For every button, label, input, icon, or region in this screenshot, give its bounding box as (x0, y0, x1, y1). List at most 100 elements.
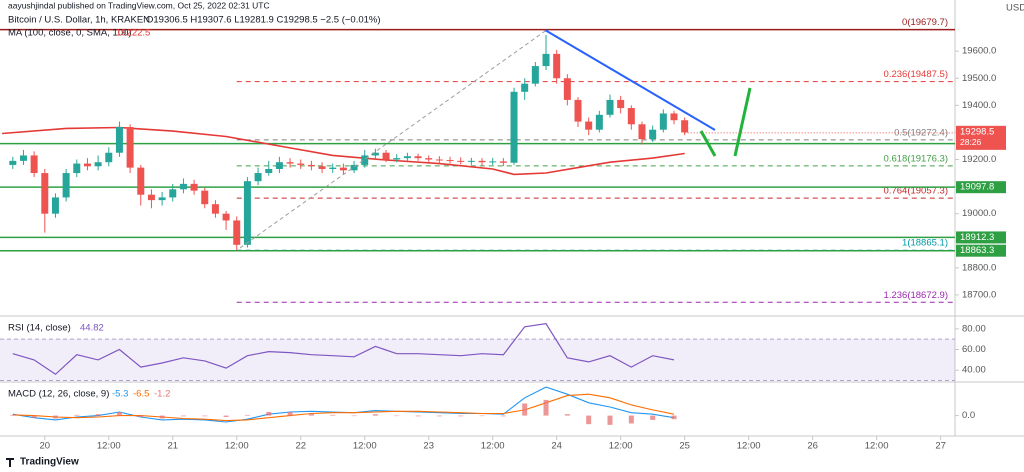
x-tick-label: 26 (807, 441, 818, 452)
macd-histogram-bar (31, 415, 37, 418)
candle-body (457, 160, 465, 162)
candle-body (254, 173, 262, 182)
candle-body (222, 213, 230, 221)
candle-body (275, 162, 283, 169)
y-tick-label: 19000.0 (962, 208, 996, 219)
candle-body (627, 108, 635, 125)
macd-histogram-bar (586, 415, 592, 425)
trend-line (544, 29, 716, 131)
arrow-drawing (699, 130, 717, 157)
candle-body (265, 168, 273, 174)
candle-body (243, 181, 251, 245)
macd-histogram-bar (287, 412, 293, 416)
fib-label: 0(19679.7) (902, 17, 948, 28)
y-tick-label: 19500.0 (962, 73, 996, 84)
macd-histogram-bar (116, 412, 122, 416)
candle-body (659, 113, 667, 130)
candle-body (531, 66, 539, 84)
macd-histogram-bar (159, 415, 165, 419)
level-tag (956, 244, 1006, 257)
level-tag-label: 18863.3 (960, 245, 994, 256)
candle-body (158, 197, 166, 201)
macd-histogram-bar (394, 415, 400, 417)
candle-body (94, 162, 102, 167)
candle-body (521, 83, 529, 92)
fib-label: 0.236(19487.5) (884, 69, 948, 80)
histogram-value: -1.2 (154, 389, 170, 400)
y-tick-label: 19200.0 (962, 154, 996, 165)
candle-body (638, 124, 646, 140)
candle-body (286, 162, 294, 164)
candle-body (83, 163, 91, 167)
signal-value: -6.5 (133, 389, 149, 400)
macd-tick-label: 0.0 (962, 410, 975, 421)
macd-histogram-bar (458, 415, 464, 417)
publisher: aayushjindal published on TradingView.co… (8, 0, 270, 10)
fib-label: 0.618(19176.3) (884, 153, 948, 164)
candle-body (649, 129, 657, 140)
candle-body (393, 158, 401, 160)
candle-body (297, 163, 305, 165)
candle-body (62, 173, 70, 198)
macd-histogram-bar (500, 415, 506, 417)
candle-body (425, 158, 433, 160)
macd-histogram-bar (564, 414, 570, 416)
candle-body (169, 189, 177, 198)
candle-body (382, 152, 390, 160)
candle-body (147, 194, 155, 201)
macd-histogram-bar (479, 415, 485, 417)
level-tag-label: 19097.8 (960, 182, 994, 193)
last-price-label: 19298.5 (960, 126, 994, 137)
candle-body (30, 155, 38, 174)
macd-histogram-bar (202, 415, 208, 417)
x-tick-label: 12:00 (481, 441, 505, 452)
rsi-tick-label: 80.00 (962, 323, 986, 334)
macd-line (12, 393, 675, 422)
countdown: 28:26 (960, 137, 982, 147)
macd-histogram-bar (10, 414, 16, 416)
candle-body (542, 53, 550, 67)
candle-body (585, 121, 593, 130)
x-tick-label: 12:00 (865, 441, 889, 452)
macd-histogram-bar (607, 415, 613, 425)
ma-value: 19222.5 (116, 28, 150, 39)
macd-histogram-bar (138, 415, 144, 418)
candle-body (489, 161, 497, 163)
y-tick-label: 19600.0 (962, 46, 996, 57)
candle-body (137, 167, 145, 195)
candle-body (41, 173, 49, 214)
macd-histogram-bar (52, 415, 58, 419)
candle-body (211, 204, 219, 214)
ma-legend: MA (100, close, 0, SMA, 100) (8, 28, 132, 39)
symbol-title: Bitcoin / U.S. Dollar, 1h, KRAKEN (8, 15, 150, 26)
candle-body (414, 156, 422, 159)
rsi-band (0, 339, 955, 381)
arrow-drawing (733, 87, 752, 157)
currency: USD (1006, 3, 1024, 14)
x-tick-label: 22 (295, 441, 306, 452)
y-tick-label: 18800.0 (962, 262, 996, 273)
candle-body (190, 183, 198, 191)
candle-body (446, 160, 454, 162)
candle-body (201, 190, 209, 205)
macd-histogram-bar (522, 403, 528, 416)
candle-body (51, 197, 59, 214)
level-tag-label: 18912.3 (960, 232, 994, 243)
macd-histogram-bar (74, 414, 80, 416)
rsi-value: 44.82 (80, 323, 104, 334)
plot-area: 0(19679.7) 0.236(19487.5) 0.5(19272.4) 0.61… (0, 17, 955, 425)
candle-body (329, 167, 337, 169)
rsi-tick-label: 40.00 (962, 365, 986, 376)
candle-body (19, 155, 27, 161)
candle-body (73, 163, 81, 174)
candle-body (606, 99, 614, 115)
fib-label: 1(18865.1) (902, 238, 948, 249)
candle-body (105, 152, 113, 163)
candle-body (574, 99, 582, 122)
macd-histogram-bar (330, 414, 336, 416)
ohlc-header: O19306.5 H19307.6 L19281.9 C19298.5 −2.5… (146, 15, 381, 26)
macd-value: -5.3 (112, 389, 128, 400)
macd-histogram-bar (671, 415, 677, 420)
x-tick-label: 12:00 (737, 441, 761, 452)
